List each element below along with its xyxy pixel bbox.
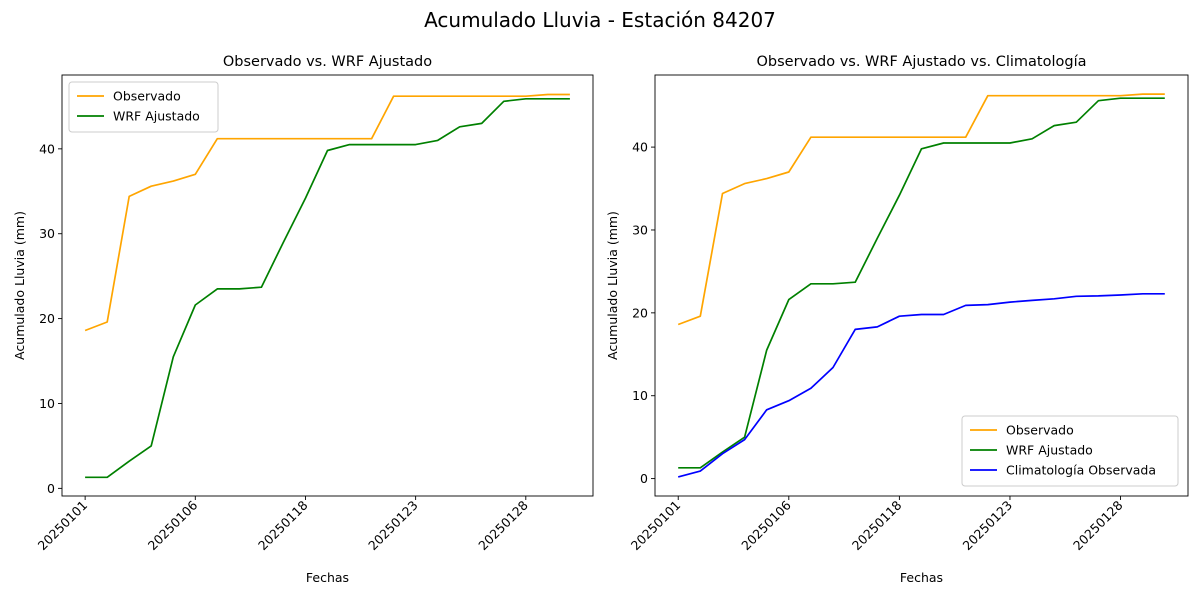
y-tick-label: 20 [39, 311, 55, 326]
subplot-title: Observado vs. WRF Ajustado [223, 54, 432, 70]
series-line-2 [678, 97, 1165, 469]
x-axis-label: Fechas [900, 570, 943, 585]
x-tick-label: 20250128 [1070, 497, 1126, 553]
x-tick-label: 20250123 [365, 498, 421, 554]
legend-label-1: Observado [113, 89, 181, 104]
series-line-1 [84, 93, 570, 332]
y-tick-label: 10 [632, 388, 648, 403]
x-tick-label: 20250101 [628, 498, 684, 554]
x-tick-label: 20250106 [738, 497, 794, 553]
x-axis-label: Fechas [306, 570, 349, 585]
x-tick-label: 20250123 [959, 498, 1015, 554]
plot-frame [654, 74, 1189, 497]
series-line-1 [677, 93, 1165, 326]
legend-label-1: Observado [1006, 423, 1074, 438]
y-tick-label: 20 [632, 305, 648, 320]
legend-label-2: WRF Ajustado [113, 109, 200, 124]
y-axis-label: Acumulado Lluvia (mm) [12, 211, 27, 360]
plot-frame [61, 74, 594, 497]
y-axis-label: Acumulado Lluvia (mm) [605, 211, 620, 360]
series-line-2 [85, 97, 570, 479]
x-tick-label: 20250128 [475, 497, 531, 553]
subplot-title: Observado vs. WRF Ajustado vs. Climatolo… [757, 54, 1087, 70]
y-tick-label: 0 [640, 471, 648, 486]
x-tick-label: 20250101 [35, 498, 91, 554]
x-tick-label: 20250118 [849, 497, 905, 553]
legend-box [961, 415, 1179, 487]
legend-label-2: WRF Ajustado [1006, 443, 1093, 458]
y-tick-label: 10 [39, 396, 55, 411]
y-tick-label: 0 [47, 481, 55, 496]
y-tick-label: 30 [632, 222, 648, 237]
y-tick-label: 40 [632, 140, 648, 155]
figure-title: Acumulado Lluvia - Estación 84207 [424, 8, 776, 32]
y-tick-label: 30 [39, 226, 55, 241]
x-tick-label: 20250118 [255, 497, 311, 553]
series-line-3 [677, 292, 1165, 478]
y-tick-label: 40 [39, 141, 55, 156]
x-tick-label: 20250106 [145, 497, 201, 553]
legend-label-3: Climatología Observada [1006, 463, 1156, 478]
legend-box [68, 81, 219, 133]
